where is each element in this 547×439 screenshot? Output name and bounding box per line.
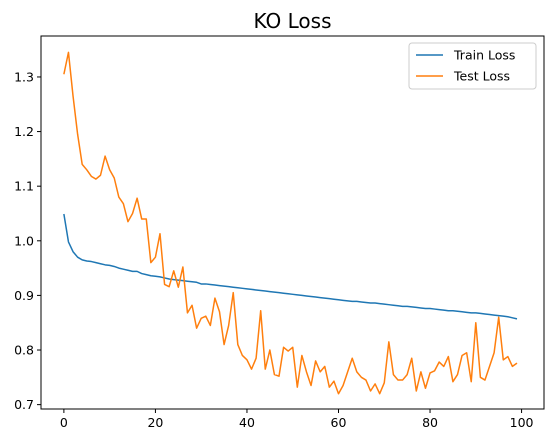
legend: Train Loss Test Loss [408,42,537,90]
y-tick-label: 1.0 [14,233,34,248]
y-tick-label: 1.3 [14,69,34,84]
y-tick-label: 0.8 [14,343,34,358]
y-tick-label: 1.1 [14,179,34,194]
y-tick-label: 0.9 [14,288,34,303]
x-tick-label: 0 [60,415,68,430]
legend-label: Test Loss [453,69,510,84]
series-line-train-loss [63,213,518,320]
series-line-test-loss [63,51,518,395]
y-tick-label: 1.2 [14,124,34,139]
x-tick-label: 20 [147,415,163,430]
legend-label: Train Loss [453,48,515,63]
plot-frame [40,35,545,410]
y-tick-label: 0.7 [14,397,34,412]
x-tick-label: 100 [510,415,534,430]
x-tick-label: 80 [422,415,438,430]
chart-title: KO Loss [254,9,332,33]
x-tick-label: 40 [239,415,255,430]
x-tick-label: 60 [331,415,347,430]
